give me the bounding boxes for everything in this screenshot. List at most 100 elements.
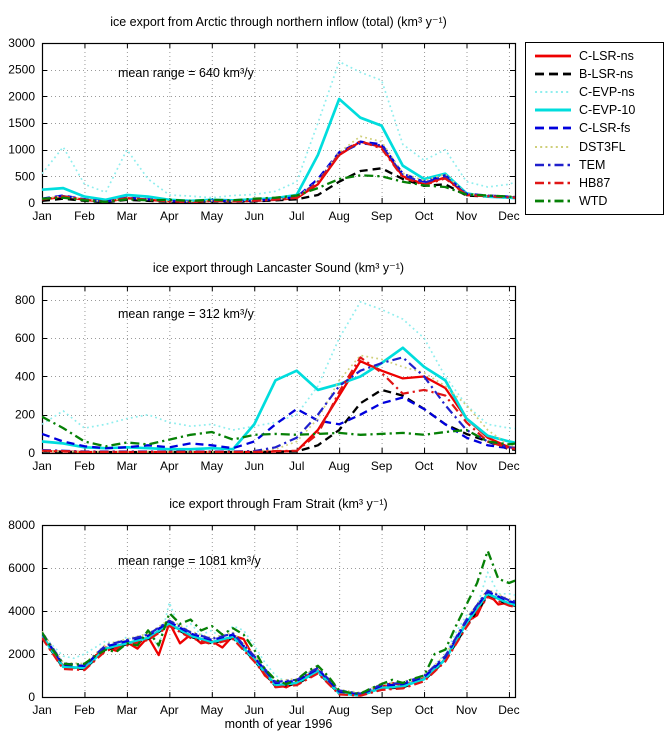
legend-line-sample-C-EVP-ns bbox=[535, 91, 571, 94]
x-tick-label: Aug bbox=[328, 703, 349, 717]
x-tick-label: Aug bbox=[328, 209, 349, 223]
legend-label: WTD bbox=[579, 194, 608, 209]
x-tick-label: Sep bbox=[371, 703, 393, 717]
legend-label: TEM bbox=[579, 157, 606, 172]
series-line-C-LSR-fs bbox=[42, 396, 515, 450]
series-line-HB87 bbox=[42, 356, 515, 453]
x-tick-label: May bbox=[200, 703, 223, 717]
x-tick-label: Sep bbox=[371, 459, 393, 473]
legend-label: B-LSR-ns bbox=[579, 66, 634, 81]
legend-item-C-LSR-ns: C-LSR-ns bbox=[534, 47, 661, 64]
y-tick-label: 0 bbox=[28, 690, 35, 704]
legend-item-HB87: HB87 bbox=[534, 175, 661, 192]
series-line-WTD bbox=[42, 415, 515, 448]
mean-range-annotation: mean range = 312 km³/y bbox=[118, 307, 255, 321]
chart-fram-strait: Jan Feb Mar Apr May Jun Jul Aug Sep Oct Nov Dec 0 200… bbox=[8, 497, 519, 731]
x-tick-label: Jun bbox=[245, 459, 264, 473]
series-lines bbox=[42, 549, 515, 697]
x-tick-label: Dec bbox=[498, 703, 519, 717]
series-line-C-EVP-ns bbox=[42, 301, 515, 431]
y-tick-label: 3000 bbox=[8, 36, 35, 50]
series-line-C-EVP-10 bbox=[42, 346, 515, 451]
y-tick-label: 1500 bbox=[8, 116, 35, 130]
legend-line-sample-DST3FL bbox=[535, 145, 571, 148]
x-tick-label: Feb bbox=[74, 459, 95, 473]
legend-item-DST3FL: DST3FL bbox=[534, 138, 661, 155]
tick-marks bbox=[42, 286, 515, 454]
x-tick-label: Jul bbox=[289, 703, 304, 717]
legend-item-C-LSR-fs: C-LSR-fs bbox=[534, 120, 661, 137]
x-tick-label: May bbox=[200, 209, 223, 223]
y-tick-label: 2000 bbox=[8, 647, 35, 661]
gridlines bbox=[43, 526, 514, 696]
x-tick-label: Jun bbox=[245, 209, 264, 223]
x-tick-label: Jul bbox=[289, 459, 304, 473]
series-lines bbox=[42, 60, 515, 203]
legend-line-sample-C-LSR-ns bbox=[535, 54, 571, 58]
x-tick-label: Mar bbox=[117, 703, 138, 717]
legend-line-sample-HB87 bbox=[535, 181, 571, 185]
x-tick-label: Nov bbox=[456, 209, 477, 223]
y-tick-label: 0 bbox=[28, 196, 35, 210]
legend-item-B-LSR-ns: B-LSR-ns bbox=[534, 65, 661, 82]
series-line-DST3FL bbox=[42, 354, 515, 453]
legend-line-sample-B-LSR-ns bbox=[535, 72, 571, 76]
y-tick-label: 800 bbox=[15, 293, 35, 307]
y-tick-labels: 0 200 400 600 800 bbox=[15, 293, 35, 460]
y-tick-label: 200 bbox=[15, 408, 35, 422]
y-tick-label: 2500 bbox=[8, 63, 35, 77]
x-tick-label: Aug bbox=[328, 459, 349, 473]
x-tick-label: Oct bbox=[415, 703, 434, 717]
tick-marks bbox=[42, 525, 515, 698]
x-tick-label: Feb bbox=[74, 209, 95, 223]
y-tick-label: 400 bbox=[15, 369, 35, 383]
chart-title: ice export from Arctic through northern … bbox=[110, 15, 447, 29]
chart-title: ice export through Lancaster Sound (km³ … bbox=[153, 261, 404, 275]
x-tick-label: Mar bbox=[117, 209, 138, 223]
x-tick-labels: Jan Feb Mar Apr May Jun Jul Aug Sep Oct Nov Dec bbox=[32, 209, 519, 223]
mean-range-annotation: mean range = 640 km³/y bbox=[118, 66, 255, 80]
legend-label: DST3FL bbox=[579, 139, 626, 154]
series-line-C-EVP-ns bbox=[42, 60, 515, 199]
chart-northern-inflow-total: Jan Feb Mar Apr May Jun Jul Aug Sep Oct Nov Dec 0 500… bbox=[8, 15, 519, 223]
x-tick-label: Apr bbox=[160, 459, 179, 473]
legend-item-TEM: TEM bbox=[534, 156, 661, 173]
legend: C-LSR-ns B-LSR-ns C-EVP-ns C-EVP-10 C-LSR-fs… bbox=[525, 42, 664, 215]
series-line-C-EVP-10 bbox=[42, 97, 515, 203]
series-lines bbox=[42, 301, 515, 453]
x-tick-label: Jul bbox=[289, 209, 304, 223]
mean-range-annotation: mean range = 1081 km³/y bbox=[118, 554, 262, 568]
legend-label: C-EVP-ns bbox=[579, 85, 635, 100]
x-tick-label: Dec bbox=[498, 459, 519, 473]
gridlines bbox=[43, 287, 514, 452]
legend-line-sample-WTD bbox=[535, 199, 571, 203]
x-tick-label: Apr bbox=[160, 703, 179, 717]
x-axis-label: month of year 1996 bbox=[225, 717, 333, 731]
legend-line-sample-C-EVP-10 bbox=[535, 108, 571, 112]
series-line-HB87 bbox=[42, 595, 515, 697]
x-tick-labels: Jan Feb Mar Apr May Jun Jul Aug Sep Oct Nov Dec bbox=[32, 703, 519, 717]
x-tick-label: Sep bbox=[371, 209, 393, 223]
series-line-HB87 bbox=[42, 140, 515, 203]
y-tick-label: 8000 bbox=[8, 518, 35, 532]
y-tick-label: 600 bbox=[15, 331, 35, 345]
y-tick-label: 4000 bbox=[8, 604, 35, 618]
series-line-WTD bbox=[42, 549, 515, 695]
legend-item-C-EVP-10: C-EVP-10 bbox=[534, 102, 661, 119]
x-tick-label: Jun bbox=[245, 703, 264, 717]
y-tick-label: 1000 bbox=[8, 143, 35, 157]
chart-lancaster-sound: Jan Feb Mar Apr May Jun Jul Aug Sep Oct Nov Dec 0 200… bbox=[15, 261, 520, 473]
y-tick-label: 6000 bbox=[8, 561, 35, 575]
x-tick-label: May bbox=[200, 459, 223, 473]
x-tick-label: Jan bbox=[32, 703, 51, 717]
y-tick-labels: 0 500 1000 1500 2000 2500 3000 bbox=[8, 36, 35, 210]
legend-label: C-EVP-10 bbox=[579, 103, 636, 118]
legend-line-sample-TEM bbox=[535, 163, 571, 167]
x-tick-label: Jan bbox=[32, 209, 51, 223]
legend-label: HB87 bbox=[579, 176, 611, 190]
chart-title: ice export through Fram Strait (km³ y⁻¹) bbox=[169, 497, 387, 511]
x-tick-label: Jan bbox=[32, 459, 51, 473]
x-tick-label: Dec bbox=[498, 209, 519, 223]
x-tick-label: Oct bbox=[415, 459, 434, 473]
